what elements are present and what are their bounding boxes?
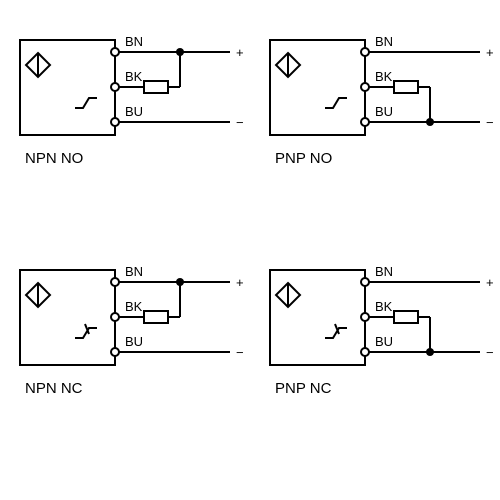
contact-no-icon [325,98,347,108]
polarity-minus: − [236,345,244,360]
terminal-bn [111,278,119,286]
junction-dot [426,348,434,356]
wire-label-bk: BK [125,69,143,84]
load-resistor [144,81,168,93]
terminal-bu [361,118,369,126]
wire-label-bu: BU [375,334,393,349]
wire-label-bk: BK [375,69,393,84]
wire-label-bu: BU [125,334,143,349]
sensor-box [20,270,115,365]
terminal-bn [111,48,119,56]
junction-dot [426,118,434,126]
terminal-bk [361,83,369,91]
terminal-bu [361,348,369,356]
polarity-minus: − [486,345,494,360]
polarity-plus: + [486,45,494,60]
terminal-bk [361,313,369,321]
sensor-box [270,40,365,135]
caption-npn-nc: NPN NC [25,380,83,397]
caption-pnp-nc: PNP NC [275,380,332,397]
wire-label-bn: BN [375,264,393,279]
wire-label-bk: BK [375,299,393,314]
terminal-bn [361,48,369,56]
sensor-box [20,40,115,135]
terminal-bk [111,313,119,321]
contact-nc-icon [325,328,347,338]
wire-label-bn: BN [125,264,143,279]
schematic-npn-nc: BN + BK BU − NPN NC [20,264,244,397]
polarity-plus: + [236,275,244,290]
terminal-bu [111,118,119,126]
caption-npn-no: NPN NO [25,150,83,167]
terminal-bn [361,278,369,286]
polarity-minus: − [486,115,494,130]
polarity-plus: + [486,275,494,290]
polarity-plus: + [236,45,244,60]
schematic-pnp-no: BN + BK BU − PNP NO [270,34,494,167]
wire-label-bu: BU [375,104,393,119]
polarity-minus: − [236,115,244,130]
wire-label-bu: BU [125,104,143,119]
contact-no-icon [75,98,97,108]
caption-pnp-no: PNP NO [275,150,332,167]
wire-label-bn: BN [375,34,393,49]
wire-label-bk: BK [125,299,143,314]
sensor-box [270,270,365,365]
terminal-bk [111,83,119,91]
load-resistor [394,81,418,93]
load-resistor [394,311,418,323]
contact-nc-icon [75,328,97,338]
schematic-pnp-nc: BN + BK BU − PNP NC [270,264,494,397]
terminal-bu [111,348,119,356]
load-resistor [144,311,168,323]
schematic-npn-no: BN + BK BU − NPN NO [20,34,244,167]
wire-label-bn: BN [125,34,143,49]
